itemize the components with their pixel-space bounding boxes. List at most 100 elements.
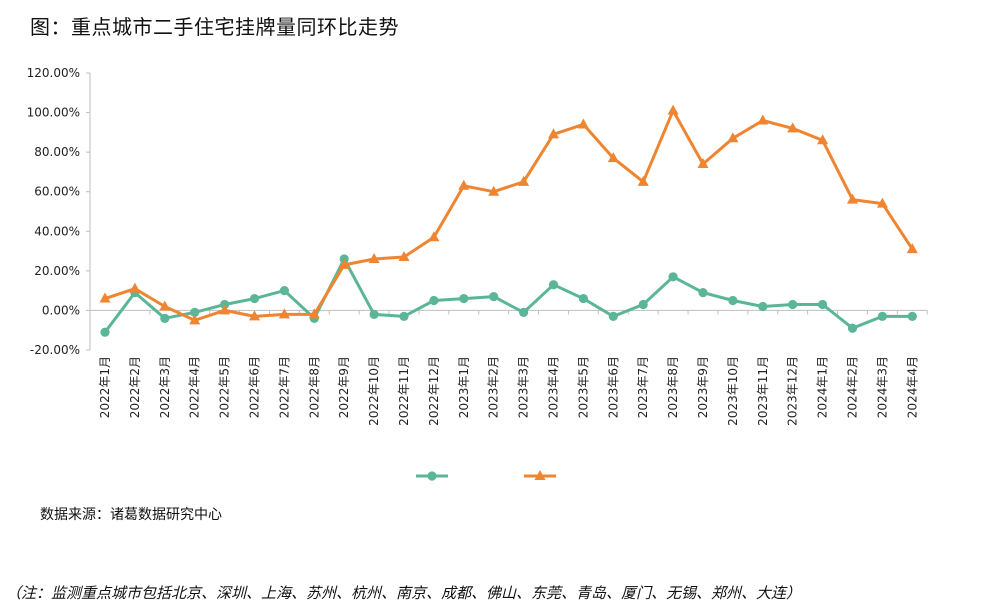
series-1-line xyxy=(103,257,913,334)
data-point xyxy=(668,272,678,282)
chart-title: 图：重点城市二手住宅挂牌量同环比走势 xyxy=(30,15,399,39)
series-1 xyxy=(100,254,917,337)
data-point xyxy=(190,307,200,318)
data-point xyxy=(368,252,380,263)
data-point xyxy=(278,308,290,319)
x-tick-label: 2022年4月 xyxy=(188,356,202,418)
data-point xyxy=(399,311,409,321)
x-tick-label: 2023年1月 xyxy=(457,356,471,418)
data-point xyxy=(817,134,829,145)
y-tick-label: 40.00% xyxy=(34,224,80,238)
series-layer xyxy=(99,104,918,337)
data-point xyxy=(189,314,201,325)
data-point xyxy=(308,308,320,319)
x-tick-label: 2022年7月 xyxy=(277,356,291,418)
data-point xyxy=(518,175,530,186)
legend xyxy=(416,470,556,481)
data-point xyxy=(698,288,708,298)
legend-item-2 xyxy=(524,470,556,480)
x-tick-label: 2022年3月 xyxy=(158,356,172,418)
x-tick-label: 2023年8月 xyxy=(666,356,680,418)
x-tick-label: 2022年9月 xyxy=(337,356,351,418)
footnote: （注：监测重点城市包括北京、深圳、上海、苏州、杭州、南京、成都、佛山、东莞、青岛… xyxy=(6,584,802,602)
y-axis: 120.00% 100.00% 80.00% 60.00% 40.00% 20.00% 0.… xyxy=(27,66,91,357)
x-tick-label: 2023年5月 xyxy=(576,356,590,418)
y-tick-label: 20.00% xyxy=(34,264,80,278)
data-point xyxy=(249,293,260,304)
x-tick-label: 2023年6月 xyxy=(606,356,620,418)
y-tick-label: -20.00% xyxy=(30,343,80,357)
x-tick-label: 2023年11月 xyxy=(756,356,770,426)
data-point xyxy=(100,327,110,337)
x-tick-label: 2022年11月 xyxy=(397,356,411,426)
data-point xyxy=(398,251,410,262)
data-point xyxy=(369,309,379,319)
x-tick-label: 2023年2月 xyxy=(487,356,501,418)
x-tick-label: 2022年10月 xyxy=(367,356,381,426)
x-tick-label: 2024年4月 xyxy=(905,356,919,418)
y-tick-label: 60.00% xyxy=(34,185,80,199)
data-point xyxy=(788,299,798,310)
data-point xyxy=(458,179,470,190)
x-tick-label: 2022年2月 xyxy=(128,356,142,418)
x-axis: 2022年1月 2022年2月 2022年3月 2022年4月 2022年5月 2022年… xyxy=(90,309,928,426)
legend-marker xyxy=(534,470,546,480)
y-tick-label: 120.00% xyxy=(27,66,80,80)
series-2 xyxy=(99,104,918,325)
data-point xyxy=(160,313,170,323)
legend-item-1 xyxy=(416,471,448,481)
x-tick-label: 2022年12月 xyxy=(427,356,441,426)
data-point xyxy=(847,193,858,204)
data-point xyxy=(578,293,589,304)
x-tick-label: 2022年5月 xyxy=(218,356,232,418)
data-point xyxy=(727,132,739,143)
x-tick-label: 2023年7月 xyxy=(636,356,650,418)
data-point xyxy=(876,197,888,208)
data-point xyxy=(548,280,559,290)
data-point xyxy=(338,258,350,269)
data-point xyxy=(219,304,231,315)
data-point xyxy=(129,282,141,293)
data-point xyxy=(877,311,888,321)
data-point xyxy=(818,299,828,310)
data-point xyxy=(907,311,917,321)
x-tick-label: 2023年3月 xyxy=(517,356,531,418)
data-point xyxy=(607,152,619,163)
x-tick-label: 2022年6月 xyxy=(248,356,262,418)
data-point xyxy=(577,118,589,129)
data-point xyxy=(667,104,679,115)
x-tick-label: 2024年1月 xyxy=(816,356,830,418)
data-point xyxy=(428,231,440,242)
x-tick-label: 2023年4月 xyxy=(547,356,561,418)
data-point xyxy=(279,286,289,296)
data-point xyxy=(758,301,768,312)
y-tick-label: 100.00% xyxy=(27,106,80,120)
data-point xyxy=(488,185,500,196)
data-point xyxy=(489,291,499,302)
y-tick-label: 0.00% xyxy=(42,303,80,317)
x-tick-label: 2024年2月 xyxy=(846,356,860,418)
data-point xyxy=(459,293,469,304)
data-point xyxy=(847,323,858,333)
data-point xyxy=(99,292,111,303)
x-tick-label: 2023年10月 xyxy=(726,356,740,426)
data-point xyxy=(608,311,618,321)
x-tick-label: 2022年1月 xyxy=(98,356,112,418)
data-point xyxy=(787,122,799,133)
data-point xyxy=(728,295,738,306)
data-point xyxy=(249,310,260,321)
x-tick-label: 2024年3月 xyxy=(875,356,889,418)
data-point xyxy=(429,295,439,306)
x-tick-label: 2023年12月 xyxy=(786,356,800,426)
data-point xyxy=(697,158,709,169)
data-point xyxy=(637,175,649,186)
data-source: 数据来源：诸葛数据研究中心 xyxy=(40,507,222,523)
y-tick-label: 80.00% xyxy=(34,145,80,159)
x-tick-label: 2022年8月 xyxy=(307,356,321,418)
series-2-line xyxy=(104,109,914,322)
data-point xyxy=(159,300,171,311)
data-point xyxy=(757,114,769,125)
x-tick-label: 2023年9月 xyxy=(696,356,710,418)
legend-marker xyxy=(427,471,437,481)
